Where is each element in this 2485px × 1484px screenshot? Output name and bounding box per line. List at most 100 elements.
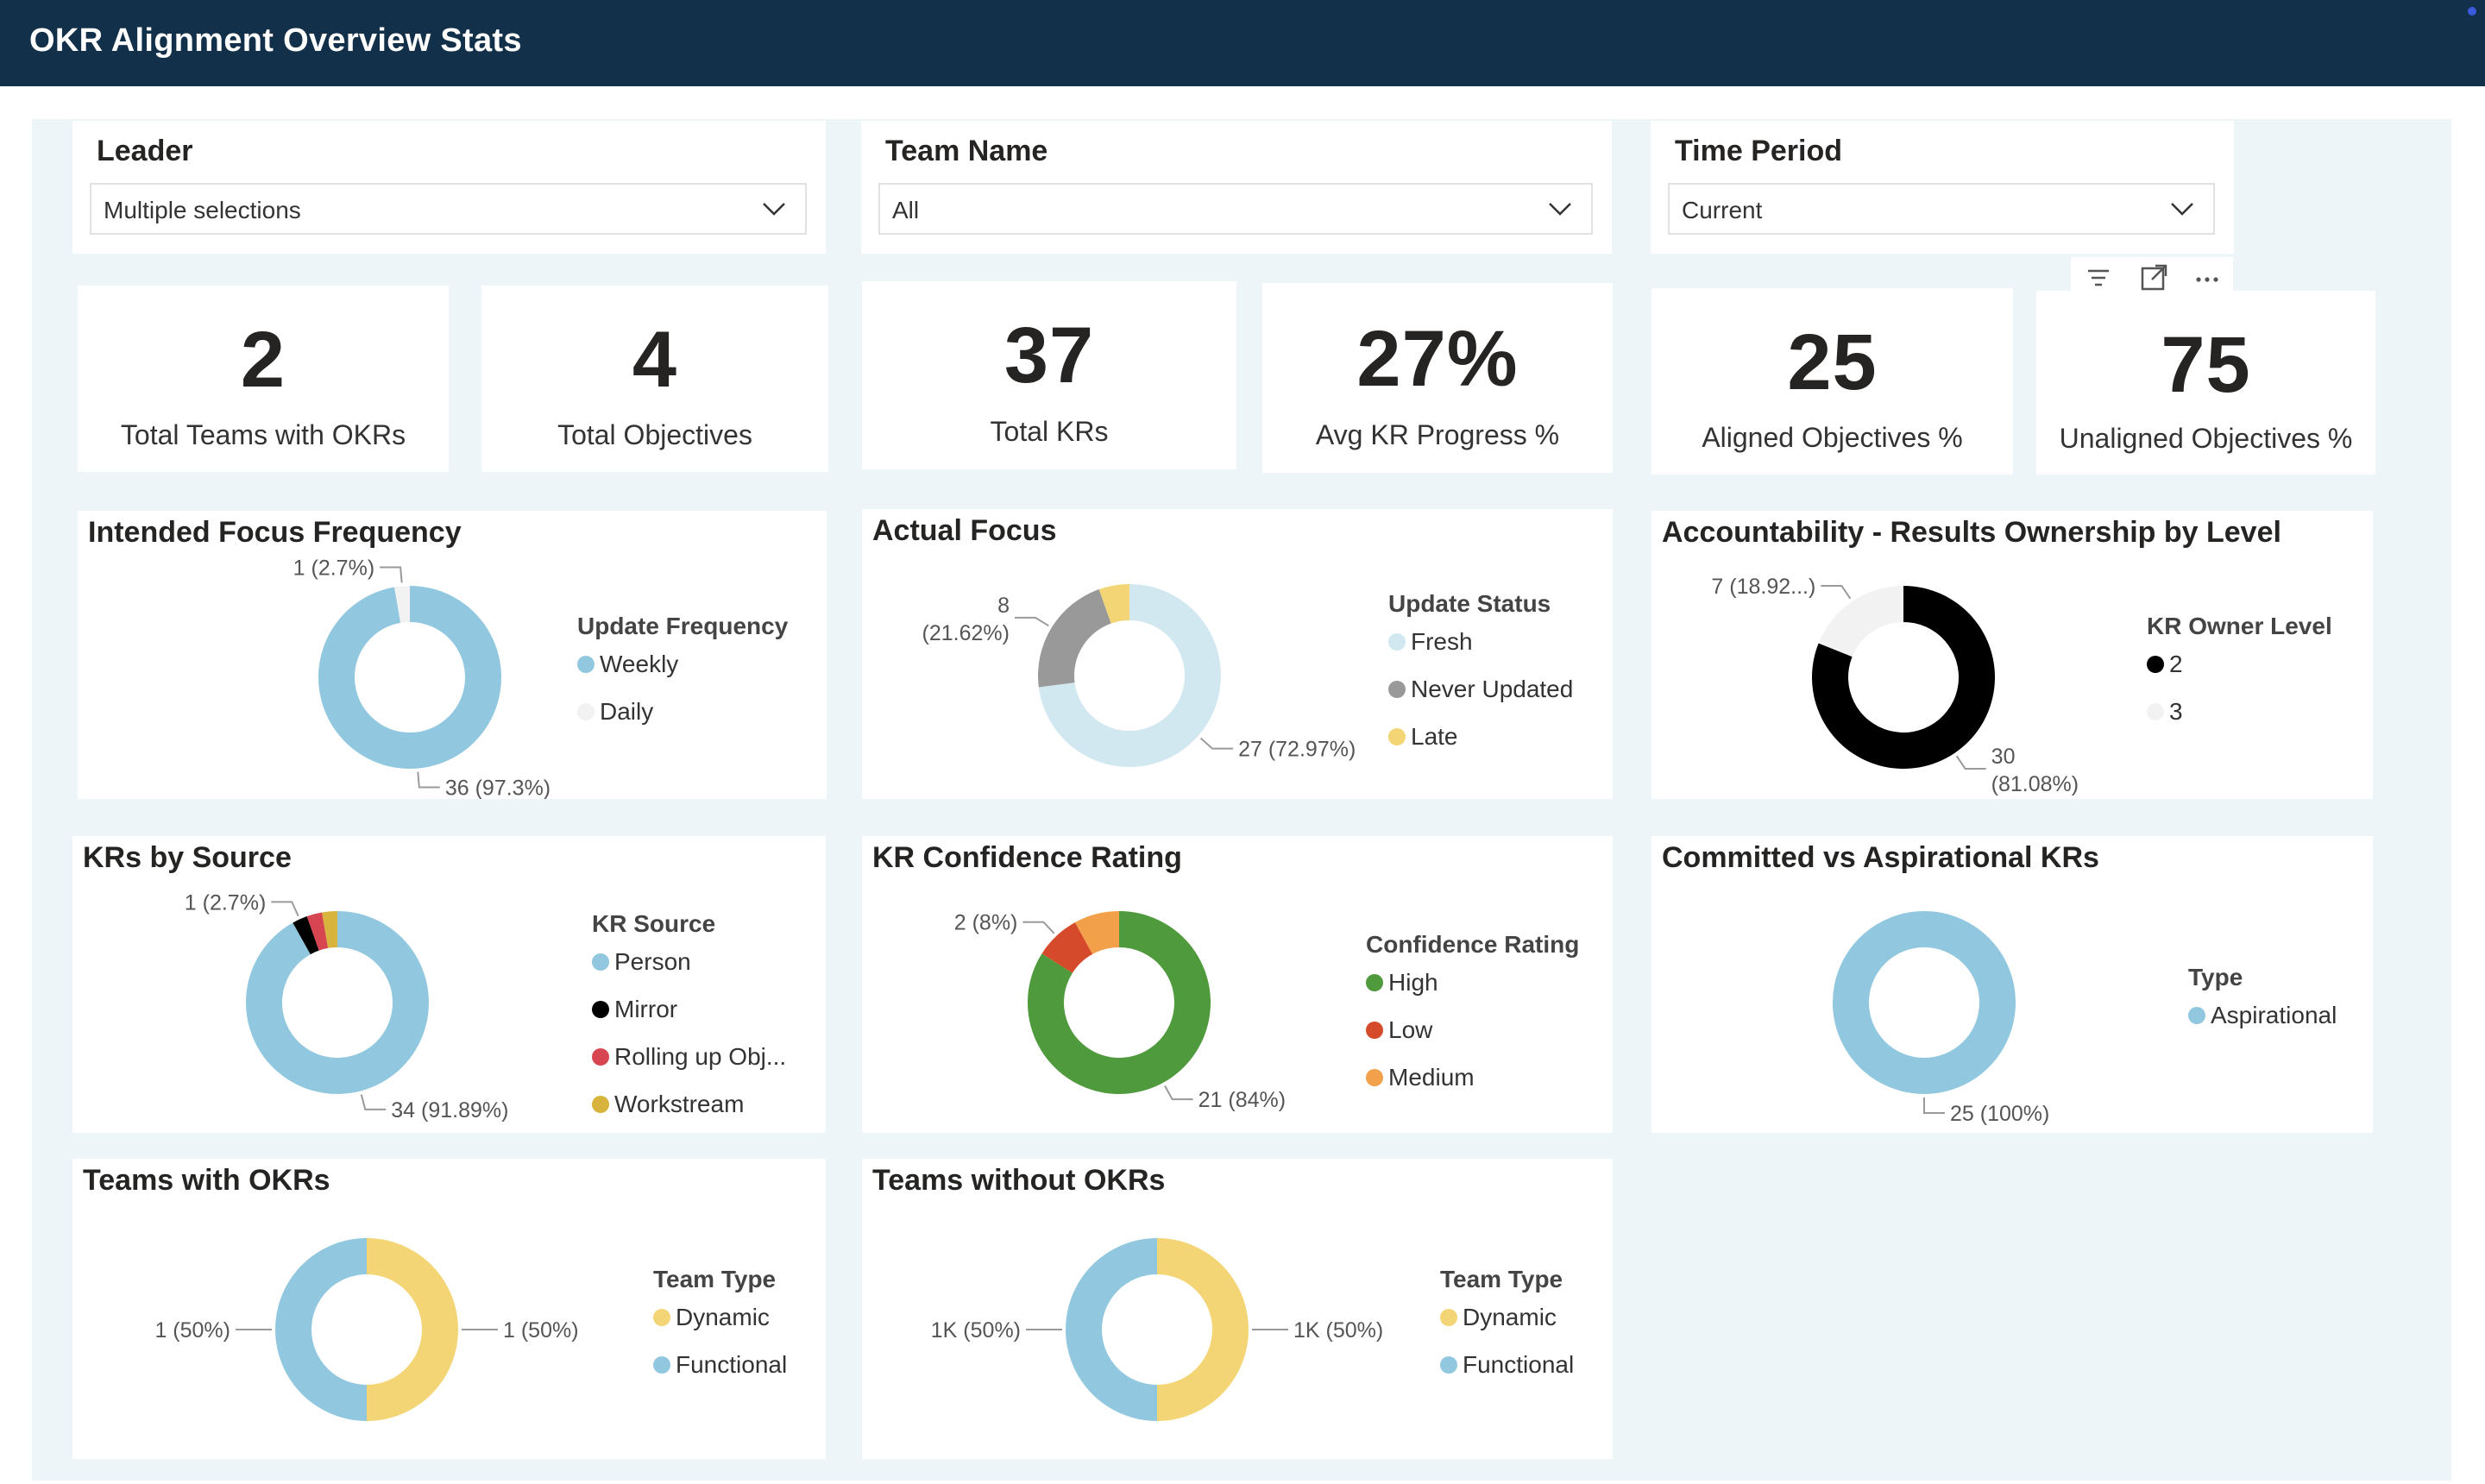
data-label-leader-line bbox=[1821, 584, 1852, 600]
legend-title: Team Type bbox=[1440, 1266, 1563, 1292]
kpi-label: Avg KR Progress % bbox=[1315, 419, 1560, 450]
chart-legend: KR Source Person Mirror Rolling up Obj... Wo… bbox=[592, 910, 786, 1128]
chart-legend: Update Status Fresh Never Updated Late bbox=[1388, 590, 1573, 760]
donut-slice[interactable] bbox=[394, 586, 410, 623]
kpi-value: 27% bbox=[1356, 315, 1519, 403]
kpi-value: 2 bbox=[240, 316, 286, 404]
kpi-label: Total Objectives bbox=[557, 419, 752, 450]
donut-slice[interactable] bbox=[322, 911, 337, 948]
page-title: OKR Alignment Overview Stats bbox=[29, 22, 522, 59]
legend-label: Fresh bbox=[1411, 628, 1473, 655]
kpi-value: 25 bbox=[1787, 318, 1878, 406]
donut-slice[interactable] bbox=[275, 1238, 367, 1421]
legend-item[interactable]: Aspirational bbox=[2188, 991, 2337, 1039]
legend-item[interactable]: Daily bbox=[577, 688, 788, 735]
legend-item[interactable]: Medium bbox=[1366, 1053, 1579, 1101]
legend-swatch-icon bbox=[2147, 703, 2164, 720]
legend-item[interactable]: Rolling up Obj... bbox=[592, 1033, 786, 1080]
legend-item[interactable]: Dynamic bbox=[1440, 1293, 1574, 1341]
donut-slice[interactable] bbox=[1818, 586, 1903, 657]
donut-slice[interactable] bbox=[1041, 922, 1093, 973]
kpi-value: 75 bbox=[2161, 321, 2251, 409]
legend-title: Update Frequency bbox=[577, 613, 789, 639]
chart-legend: Update Frequency Weekly Daily bbox=[577, 613, 788, 735]
chart-title: KR Confidence Rating bbox=[872, 841, 1182, 874]
legend-swatch-icon bbox=[577, 703, 595, 720]
status-dot bbox=[2468, 7, 2476, 16]
legend-item[interactable]: Weekly bbox=[577, 640, 788, 688]
legend-swatch-icon bbox=[1440, 1309, 1457, 1326]
chevron-down-icon bbox=[1549, 203, 1571, 216]
legend-item[interactable]: Never Updated bbox=[1388, 665, 1573, 713]
legend-item[interactable]: Functional bbox=[653, 1341, 787, 1388]
donut-slice[interactable] bbox=[318, 586, 501, 769]
donut-chart: 34 (91.89%) 1 (2.7%) bbox=[185, 890, 509, 1122]
donut-chart: 21 (84%) 2 (8%) bbox=[954, 911, 1286, 1112]
legend-swatch-icon bbox=[592, 1048, 609, 1066]
legend-swatch-icon bbox=[653, 1309, 670, 1326]
legend-title: Type bbox=[2188, 964, 2243, 990]
legend-item[interactable]: 3 bbox=[2147, 688, 2332, 735]
legend-item[interactable]: Fresh bbox=[1388, 618, 1573, 665]
kpi-label: Total Teams with OKRs bbox=[120, 419, 406, 450]
data-label: 1 (2.7%) bbox=[185, 890, 266, 915]
legend-item[interactable]: Mirror bbox=[592, 985, 786, 1033]
kpi-unaligned-objectives: 75 Unaligned Objectives % bbox=[2036, 291, 2375, 475]
donut-chart: 36 (97.3%) 1 (2.7%) bbox=[293, 556, 550, 799]
more-options-icon[interactable] bbox=[2190, 261, 2224, 295]
leader-dropdown[interactable]: Multiple selections bbox=[90, 183, 807, 235]
legend-item[interactable]: Workstream bbox=[592, 1080, 786, 1128]
donut-slice[interactable] bbox=[1833, 911, 2016, 1094]
legend-label: Person bbox=[614, 948, 691, 975]
chart-title: Intended Focus Frequency bbox=[88, 516, 462, 549]
data-label: 27 (72.97%) bbox=[1238, 738, 1356, 762]
filter-icon[interactable] bbox=[2081, 261, 2116, 295]
donut-slice[interactable] bbox=[1066, 1238, 1157, 1421]
donut-slice[interactable] bbox=[1038, 584, 1221, 767]
time-period-dropdown[interactable]: Current bbox=[1668, 183, 2215, 235]
legend-item[interactable]: Dynamic bbox=[653, 1293, 787, 1341]
donut-slice[interactable] bbox=[246, 911, 429, 1094]
legend-swatch-icon bbox=[1366, 1069, 1383, 1086]
chart-kr-confidence-rating: KR Confidence Rating 21 (84%) 2 (8%) Confi… bbox=[862, 836, 1613, 1133]
donut-slice[interactable] bbox=[1038, 589, 1111, 688]
data-label: 8 (21.62%) bbox=[922, 594, 1010, 645]
donut-slice[interactable] bbox=[1074, 911, 1119, 954]
slicer-label: Leader bbox=[97, 135, 193, 167]
legend-item[interactable]: Person bbox=[592, 938, 786, 985]
donut-slice[interactable] bbox=[367, 1238, 458, 1421]
kpi-label: Aligned Objectives % bbox=[1702, 422, 1963, 453]
legend-label: Mirror bbox=[614, 996, 678, 1022]
donut-slice[interactable] bbox=[1028, 911, 1211, 1094]
legend-swatch-icon bbox=[1388, 728, 1406, 745]
donut-slice[interactable] bbox=[1812, 586, 1995, 769]
chart-title: Teams without OKRs bbox=[872, 1164, 1166, 1197]
data-label: 1 (2.7%) bbox=[293, 556, 374, 580]
legend-item[interactable]: 2 bbox=[2147, 640, 2332, 688]
legend-item[interactable]: High bbox=[1366, 959, 1579, 1006]
legend-swatch-icon bbox=[653, 1356, 670, 1374]
legend-title: KR Source bbox=[592, 910, 716, 937]
slicer-time-period: Time Period Current bbox=[1651, 121, 2234, 254]
legend-label: Weekly bbox=[600, 651, 679, 677]
focus-mode-icon[interactable] bbox=[2136, 261, 2171, 295]
legend-swatch-icon bbox=[592, 953, 609, 971]
legend-item[interactable]: Late bbox=[1388, 713, 1573, 760]
donut-slice[interactable] bbox=[1157, 1238, 1249, 1421]
donut-slice[interactable] bbox=[293, 916, 319, 955]
kpi-label: Unaligned Objectives % bbox=[2059, 423, 2353, 454]
chart-legend: Type Aspirational bbox=[2188, 964, 2337, 1039]
chevron-down-icon bbox=[763, 203, 785, 216]
donut-slice[interactable] bbox=[306, 912, 329, 951]
data-label: 1K (50%) bbox=[931, 1318, 1021, 1343]
dropdown-value: All bbox=[892, 197, 920, 223]
team-name-dropdown[interactable]: All bbox=[878, 183, 1593, 235]
legend-item[interactable]: Low bbox=[1366, 1006, 1579, 1053]
kpi-value: 4 bbox=[632, 316, 678, 404]
legend-swatch-icon bbox=[1366, 1022, 1383, 1039]
legend-label: Medium bbox=[1388, 1064, 1475, 1091]
legend-item[interactable]: Functional bbox=[1440, 1341, 1574, 1388]
chart-legend: KR Owner Level 2 3 bbox=[2147, 613, 2332, 735]
donut-slice[interactable] bbox=[1098, 584, 1129, 624]
slicer-label: Team Name bbox=[885, 135, 1048, 167]
